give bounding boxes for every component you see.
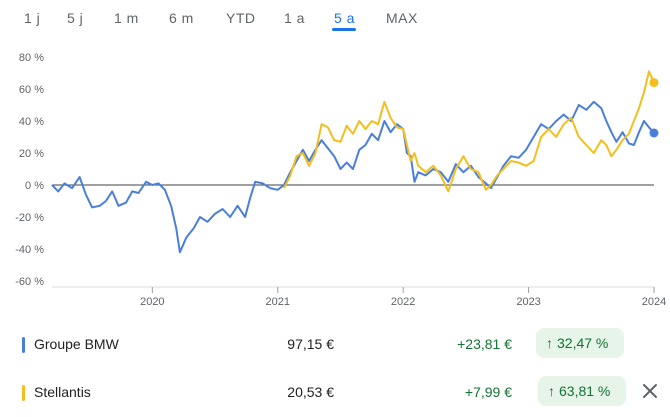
series-end-point — [649, 78, 659, 88]
series-line — [51, 100, 655, 254]
x-tick-label: 2020 — [140, 296, 164, 308]
arrow-up-icon: ↑ — [546, 335, 553, 351]
y-tick-label: 60 % — [19, 84, 44, 96]
series-color-bar — [22, 337, 25, 353]
arrow-up-icon: ↑ — [548, 383, 555, 399]
x-tick-label: 2022 — [391, 296, 415, 308]
tab-5a[interactable]: 5 a — [334, 10, 355, 26]
series-color-bar — [22, 385, 25, 401]
tab-1a[interactable]: 1 a — [284, 10, 305, 26]
active-tab-indicator — [332, 28, 356, 31]
series-pct-badge: ↑ 32,47 % — [536, 328, 624, 358]
legend-row-stellantis[interactable]: Stellantis 20,53 € +7,99 € ↑ 63,81 % — [0, 370, 670, 414]
x-tick-label: 2023 — [516, 296, 540, 308]
series-name: Stellantis — [34, 384, 91, 400]
series-price: 97,15 € — [287, 336, 334, 352]
y-tick-label: -40 % — [15, 244, 44, 256]
series-pct: 32,47 % — [557, 335, 609, 351]
x-tick-label: 2024 — [642, 296, 666, 308]
y-tick-label: -60 % — [15, 276, 44, 288]
series-pct: 63,81 % — [559, 383, 611, 399]
series-line — [283, 70, 655, 193]
close-icon[interactable] — [640, 381, 660, 401]
series-change: +7,99 € — [464, 384, 512, 400]
price-chart[interactable]: 80 % 60 % 40 % 20 % 0 % -20 % -40 % -60 % 2020 20… — [0, 0, 670, 320]
series-change: +23,81 € — [457, 336, 512, 352]
series-pct-badge: ↑ 63,81 % — [538, 376, 626, 406]
tab-max[interactable]: MAX — [386, 10, 418, 26]
tab-5j[interactable]: 5 j — [67, 10, 84, 26]
y-tick-label: 40 % — [19, 116, 44, 128]
tab-1m[interactable]: 1 m — [114, 10, 139, 26]
tab-1j[interactable]: 1 j — [24, 10, 41, 26]
x-tick-label: 2021 — [266, 296, 290, 308]
y-tick-label: 0 % — [25, 180, 44, 192]
legend-row-bmw[interactable]: Groupe BMW 97,15 € +23,81 € ↑ 32,47 % — [0, 322, 670, 366]
series-end-point — [649, 128, 659, 138]
y-tick-label: -20 % — [15, 212, 44, 224]
y-tick-label: 80 % — [19, 52, 44, 64]
range-tabs: 1 j 5 j 1 m 6 m YTD 1 a 5 a MAX — [0, 0, 670, 36]
tab-6m[interactable]: 6 m — [169, 10, 194, 26]
tab-ytd[interactable]: YTD — [226, 10, 256, 26]
y-tick-label: 20 % — [19, 148, 44, 160]
series-name: Groupe BMW — [34, 336, 119, 352]
series-price: 20,53 € — [287, 384, 334, 400]
